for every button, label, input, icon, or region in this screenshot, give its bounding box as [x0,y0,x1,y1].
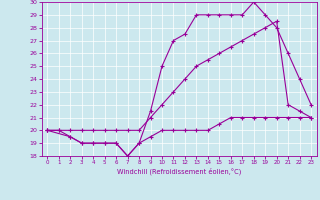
X-axis label: Windchill (Refroidissement éolien,°C): Windchill (Refroidissement éolien,°C) [117,168,241,175]
